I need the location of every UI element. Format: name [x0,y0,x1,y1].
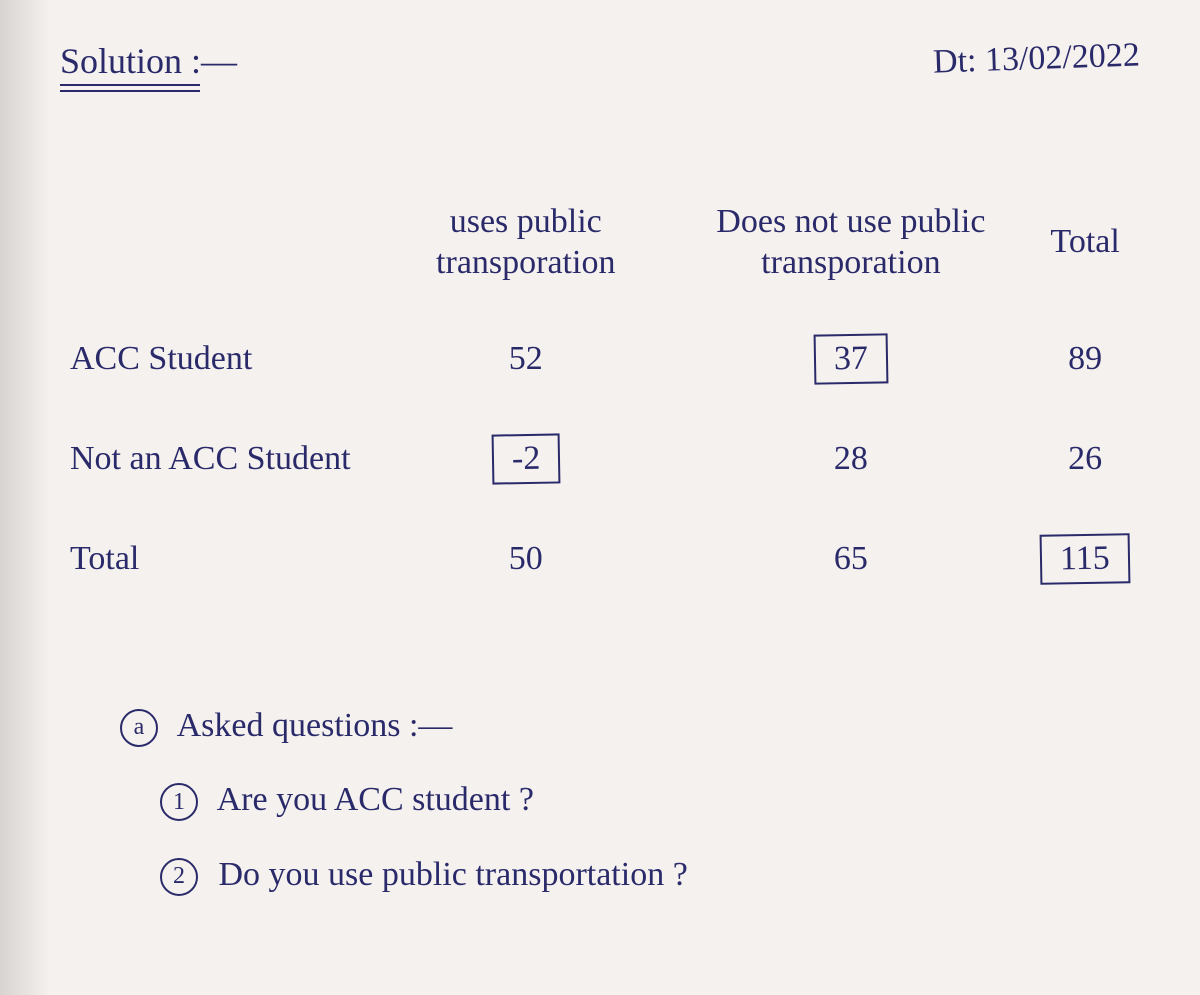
question-line: 2 Do you use public transportation ? [160,843,1140,908]
cell-value: 26 [1030,434,1140,484]
col-blank [60,202,380,284]
question-line: 1 Are you ACC student ? [160,768,1140,833]
col-notuses-label: Does not use public transporation [716,203,985,281]
col-uses-label: uses public transporation [436,203,615,281]
cell-text: 28 [834,440,868,477]
cell-text-boxed: -2 [491,433,560,484]
cell-text: 89 [1068,340,1102,377]
cell-value: 115 [1030,534,1140,584]
row-label: ACC Student [60,334,380,384]
cell-value: 37 [672,334,1031,384]
cell-text: 26 [1068,440,1102,477]
questions-heading-line: a Asked questions :— [120,694,1140,759]
table-row: ACC Student 52 37 89 [60,334,1140,384]
cell-text: 52 [509,340,543,377]
questions-heading: Asked questions :— [177,707,453,744]
cell-value: 52 [380,334,672,384]
col-uses: uses public transporation [380,202,672,284]
handwritten-page: Solution :— Dt: 13/02/2022 uses public t… [0,0,1200,995]
cell-text-boxed: 115 [1040,533,1131,585]
title-text: Solution :— [60,41,237,81]
page-header: Solution :— Dt: 13/02/2022 [60,40,1140,82]
title-underline-2 [60,84,200,92]
cell-value: 89 [1030,334,1140,384]
question-number-circle: 2 [160,858,198,896]
section-marker-circle: a [120,709,158,747]
cell-value: 50 [380,534,672,584]
col-total-label: Total [1050,223,1119,260]
cell-value: -2 [380,434,672,484]
question-number-circle: 1 [160,783,198,821]
date-label: Dt: 13/02/2022 [933,36,1141,81]
table-header-row: uses public transporation Does not use p… [60,202,1140,284]
contingency-table: uses public transporation Does not use p… [60,152,1140,634]
question-text: Do you use public transportation ? [219,856,688,893]
question-text: Are you ACC student ? [217,781,534,818]
cell-value: 28 [672,434,1031,484]
cell-value: 65 [672,534,1031,584]
row-label: Not an ACC Student [60,434,380,484]
col-notuses: Does not use public transporation [672,202,1031,284]
col-total: Total [1030,202,1140,284]
solution-title: Solution :— [60,40,237,82]
table-row: Not an ACC Student -2 28 26 [60,434,1140,484]
questions-section: a Asked questions :— 1 Are you ACC stude… [120,694,1140,908]
row-label: Total [60,534,380,584]
cell-text-boxed: 37 [813,333,888,384]
table-row: Total 50 65 115 [60,534,1140,584]
cell-text: 65 [834,540,868,577]
cell-text: 50 [509,540,543,577]
